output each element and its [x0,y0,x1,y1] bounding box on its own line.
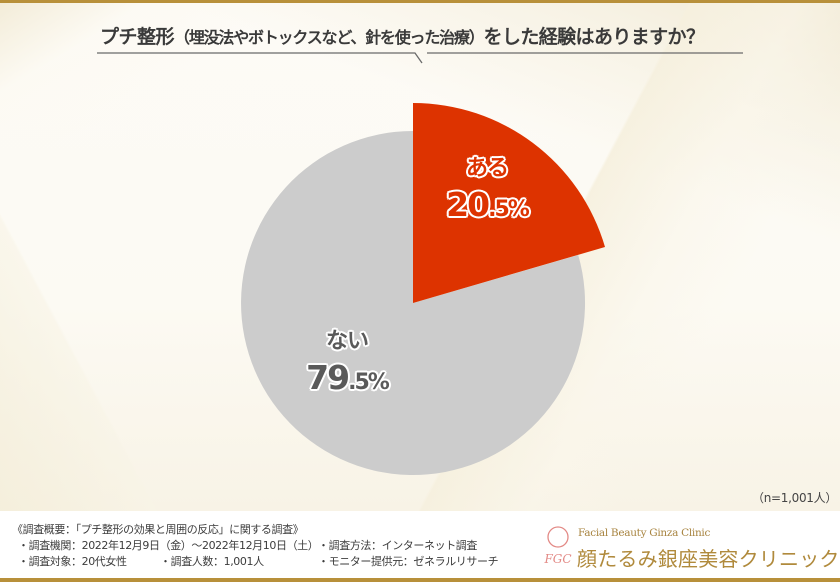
label-no-percent-int: 79 [306,358,350,397]
title-underline [97,52,743,64]
label-yes-percent-int: 20 [446,185,490,224]
sample-size-note: （n=1,001人） [752,491,838,505]
label-yes-percent: 20.5% [437,188,537,221]
label-no: ない 79.5% [297,329,397,395]
label-yes: ある 20.5% [437,156,537,222]
survey-method: ・調査方法：インターネット調査 [318,539,477,552]
survey-target: ・調査対象：20代女性 [18,555,127,568]
survey-heading: 《調査概要：「プチ整形の効果と周囲の反応」に関する調査》 [12,523,304,536]
label-yes-percent-dec: .5% [488,197,530,222]
chart-title: プチ整形（埋没法やボトックスなど、針を使った治療）をした経験はありますか？ [100,22,750,48]
footer: 《調査概要：「プチ整形の効果と周囲の反応」に関する調査》 ・調査機関：2022年… [0,511,840,578]
label-yes-category: ある [465,156,509,181]
bottom-border [0,578,840,582]
slice-yes[interactable] [413,103,605,303]
title-end: をした経験はありますか？ [483,26,705,48]
logo-name-en: Facial Beauty Ginza Clinic [578,527,711,539]
survey-provider: ・モニター提供元：ゼネラルリサーチ [318,555,499,568]
label-no-percent: 79.5% [297,361,397,394]
logo-mark-text: FGC [543,552,571,566]
top-border [0,0,840,3]
survey-period: ・調査機関：2022年12月9日（金）～2022年12月10日（土） [18,539,319,552]
logo-name-ja: 顔たるみ銀座美容クリニック [577,547,840,571]
survey-count: ・調査人数：1,001人 [160,555,264,568]
label-no-percent-dec: .5% [348,370,390,395]
title-sub: （埋没法やボトックスなど、針を使った治療） [174,28,485,47]
fgc-logo-icon: FGC [543,526,572,566]
slice-no[interactable] [241,131,586,475]
pie-chart [241,103,605,475]
title-main: プチ整形 [100,26,175,48]
label-no-category: ない [325,329,369,354]
